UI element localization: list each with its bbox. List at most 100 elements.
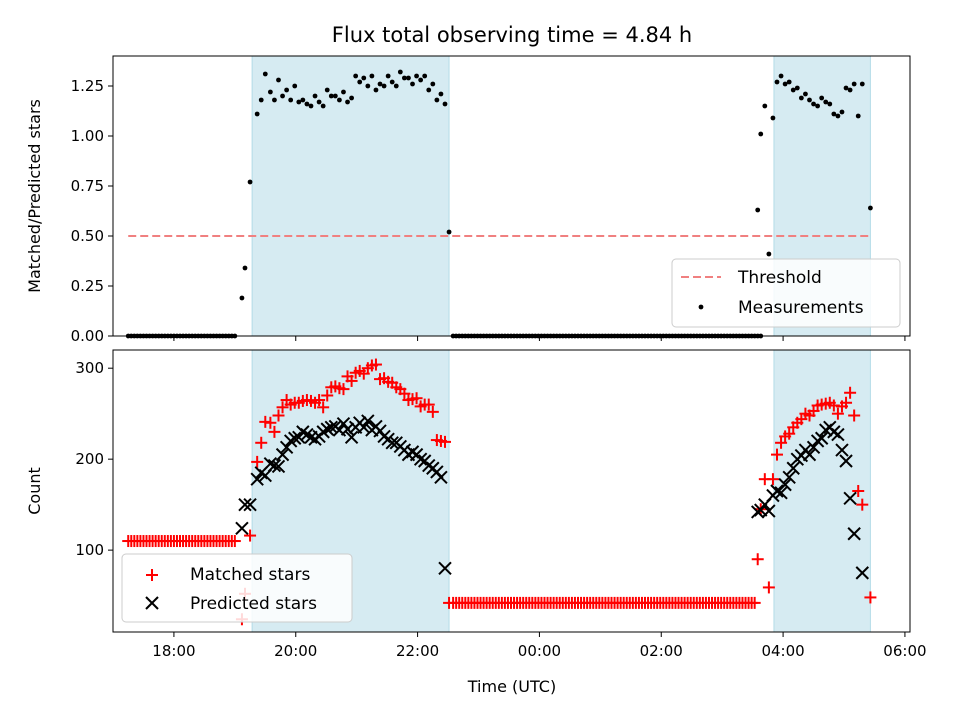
- matched-star-point: [272, 409, 285, 422]
- predicted-star-point: [786, 461, 800, 475]
- matched-star-point: [831, 407, 844, 420]
- y-tick-label: 0.25: [71, 277, 104, 295]
- predicted-star-point: [831, 427, 845, 442]
- measurement-point: [859, 81, 865, 87]
- matched-star-point: [840, 396, 853, 409]
- matched-star-point: [321, 389, 334, 402]
- predicted-star-point: [762, 504, 776, 518]
- legend-matched-swatch: [146, 569, 158, 581]
- bottom-panel-frame: [112, 349, 911, 633]
- measurement-point: [755, 207, 761, 213]
- predicted-star-point: [235, 521, 249, 536]
- matched-star-point: [438, 435, 451, 448]
- measurement-point: [827, 101, 833, 107]
- matched-star-point: [852, 485, 865, 497]
- measurement-point: [357, 79, 363, 85]
- measurement-point: [819, 95, 825, 101]
- matched-star-point: [268, 425, 281, 438]
- predicted-star-point: [802, 447, 817, 462]
- measurement-point: [855, 113, 861, 119]
- predicted-star-point: [438, 561, 452, 576]
- measurement-point: [397, 69, 403, 75]
- matched-star-point: [748, 596, 761, 609]
- y-tick-label: 1.25: [71, 77, 104, 95]
- measurement-point: [778, 73, 784, 79]
- matched-star-point: [410, 392, 423, 405]
- top-legend: Threshold Measurements: [671, 258, 901, 328]
- x-tick-label: 20:00: [274, 642, 317, 660]
- predicted-star-point: [250, 472, 264, 486]
- matched-star-point: [264, 416, 277, 429]
- measurement-point: [803, 91, 808, 97]
- bottom-panel: 100 200 300 18:00 20:00 22:00 00:00 02:00 04:00…: [25, 349, 927, 696]
- measurement-point: [381, 83, 387, 89]
- matched-star-point: [770, 448, 783, 461]
- y-tick-label: 1.00: [71, 127, 104, 145]
- x-tick-label: 18:00: [152, 642, 195, 660]
- measurement-point: [316, 99, 322, 105]
- predicted-star-point: [385, 436, 399, 450]
- matched-star-point: [848, 409, 861, 422]
- measurement-point: [774, 79, 780, 85]
- matched-star-point: [317, 401, 330, 414]
- bottom-y-axis: 100 200 300: [75, 359, 113, 559]
- measurement-point: [790, 87, 796, 93]
- x-tick-label: 02:00: [640, 642, 683, 660]
- predicted-star-point: [835, 443, 849, 457]
- measurement-point: [369, 73, 375, 79]
- matched-star-point: [345, 374, 358, 387]
- legend-measurements-swatch: [698, 304, 704, 310]
- measurement-point: [267, 89, 273, 95]
- measurement-point: [258, 97, 264, 103]
- measurement-point: [280, 93, 285, 99]
- measurement-point: [292, 83, 298, 89]
- matched-star-point: [844, 386, 857, 399]
- measurement-point: [851, 81, 857, 87]
- predicted-star-point: [344, 430, 359, 445]
- predicted-star-point: [275, 447, 290, 462]
- measurement-point: [361, 75, 367, 81]
- y-tick-label: 0.75: [71, 177, 104, 195]
- measurement-point: [349, 95, 354, 101]
- matched-star-point: [398, 387, 411, 400]
- predicted-star-point: [243, 497, 257, 512]
- measurement-point: [377, 81, 383, 87]
- legend-matched-label: Matched stars: [190, 565, 310, 585]
- predicted-star-point: [774, 486, 788, 500]
- measurement-point: [410, 81, 415, 87]
- bottom-x-axis: 18:00 20:00 22:00 00:00 02:00 04:00 06:00: [152, 632, 927, 660]
- bottom-ylabel: Count: [25, 467, 44, 515]
- predicted-star-point: [843, 491, 857, 505]
- predicted-star-point: [340, 422, 355, 436]
- chart-title: Flux total observing time = 4.84 h: [332, 23, 692, 47]
- predicted-star-point: [770, 484, 784, 498]
- measurement-point: [276, 77, 281, 83]
- predicted-star-point: [238, 497, 252, 512]
- measurement-point: [811, 101, 816, 107]
- predicted-star-point: [413, 452, 428, 466]
- measurement-point: [365, 83, 371, 89]
- predicted-star-point: [263, 457, 278, 471]
- predicted-star-point: [778, 477, 792, 492]
- x-tick-label: 04:00: [761, 642, 804, 660]
- measurement-point: [807, 97, 812, 103]
- measurement-point: [426, 87, 432, 93]
- measurement-point: [418, 77, 424, 83]
- matched-star-point: [426, 405, 439, 418]
- legend-threshold-label: Threshold: [737, 268, 822, 288]
- measurement-point: [239, 295, 245, 301]
- predicted-star-point: [847, 527, 861, 541]
- predicted-star-point: [782, 470, 796, 485]
- matched-star-point: [276, 401, 289, 414]
- top-y-axis: 0.00 0.25 0.50 0.75 1.00 1.25: [71, 77, 113, 345]
- x-tick-label: 22:00: [396, 642, 439, 660]
- measurement-point: [815, 103, 821, 109]
- measurement-point: [373, 87, 379, 93]
- measurement-point: [320, 103, 326, 109]
- legend-measurements-label: Measurements: [738, 298, 864, 318]
- predicted-star-point: [839, 454, 853, 468]
- matched-star-point: [369, 358, 382, 371]
- measurement-point: [296, 99, 302, 105]
- predicted-star-point: [320, 422, 334, 436]
- measurement-point: [312, 93, 318, 99]
